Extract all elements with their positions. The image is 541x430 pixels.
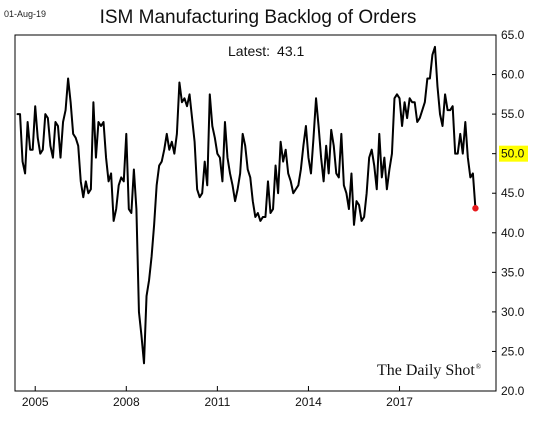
plot-frame bbox=[14, 34, 497, 392]
y-axis: 20.0 25.0 30.0 35.0 40.0 45.0 50.0 55.0 60.0 65.0 bbox=[492, 28, 528, 398]
x-tick-label: 2008 bbox=[113, 395, 140, 409]
series-line bbox=[16, 45, 477, 365]
latest-annotation: Latest: 43.1 bbox=[228, 43, 304, 59]
y-tick-highlight bbox=[499, 145, 528, 162]
y-tick-label: 55.0 bbox=[501, 107, 525, 121]
x-tick-label: 2011 bbox=[204, 395, 230, 409]
x-tick-label: 2017 bbox=[386, 395, 413, 409]
x-tick-label: 2005 bbox=[22, 395, 49, 409]
latest-point-marker bbox=[472, 205, 479, 212]
y-tick-label: 40.0 bbox=[501, 226, 525, 240]
chart-title: ISM Manufacturing Backlog of Orders bbox=[100, 7, 417, 28]
x-axis: 2005 2008 2011 2014 2017 bbox=[22, 386, 413, 409]
y-tick-label: 45.0 bbox=[501, 186, 525, 200]
y-tick-label: 65.0 bbox=[501, 28, 525, 42]
latest-value: 43.1 bbox=[277, 43, 304, 59]
y-tick-label: 50.0 bbox=[501, 147, 525, 161]
x-tick-label: 2014 bbox=[295, 395, 322, 409]
y-tick-label: 20.0 bbox=[501, 384, 525, 398]
y-tick-label: 30.0 bbox=[501, 305, 525, 319]
y-tick-label: 35.0 bbox=[501, 265, 525, 279]
y-tick-label: 25.0 bbox=[501, 344, 525, 358]
series-layer bbox=[16, 45, 479, 365]
brand-logo: The Daily Shot® bbox=[377, 362, 482, 379]
latest-label: Latest: bbox=[228, 43, 270, 59]
chart-date: 01-Aug-19 bbox=[4, 9, 46, 19]
y-tick-label: 60.0 bbox=[501, 68, 525, 82]
